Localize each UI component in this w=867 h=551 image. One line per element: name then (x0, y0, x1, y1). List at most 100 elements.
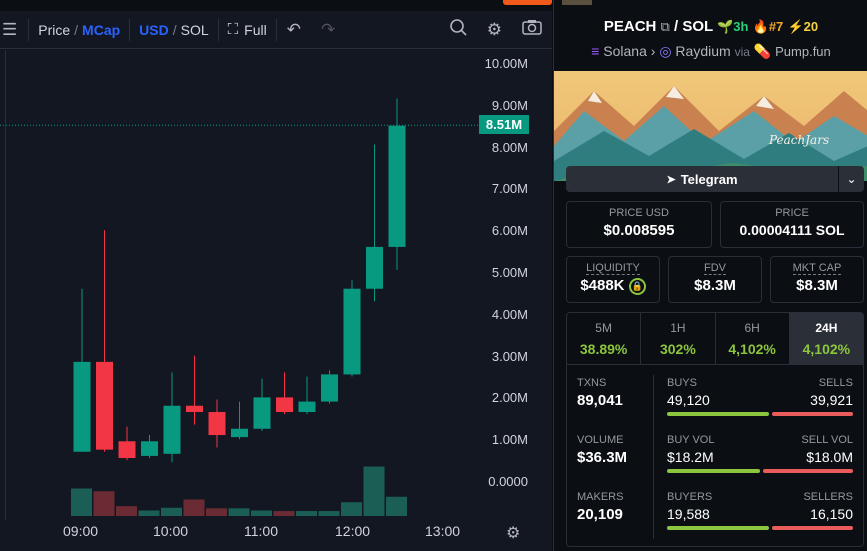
currency-toggle[interactable]: USD / SOL (130, 11, 217, 48)
candle-body (141, 441, 158, 456)
settings-icon[interactable]: ⚙ (486, 19, 502, 39)
chevron-down-icon[interactable]: ⌄ (846, 172, 857, 186)
x-tick-label: 10:00 (153, 523, 189, 539)
volume-bar (116, 506, 137, 516)
chain-breadcrumb: ≡ Solana › ◎ Raydium via 💊 Pump.fun (554, 43, 867, 60)
avatar-thumb (562, 0, 592, 5)
top-strip (0, 0, 552, 11)
y-tick-label: 3.00M (491, 348, 528, 364)
x-tick-label: 13:00 (425, 523, 461, 539)
candle-body (118, 441, 136, 459)
redo-icon[interactable]: ↷ (320, 19, 336, 39)
stats-divider (653, 375, 654, 539)
pair-age: 3h (733, 19, 749, 34)
liquidity-card: LIQUIDITY $488K 🔒 (566, 256, 660, 303)
sellers-value: 16,150 (810, 506, 853, 522)
price-sol-label: PRICE (775, 207, 809, 219)
y-tick-label: 1.00M (491, 432, 528, 448)
price-sol-card: PRICE 0.00004111 SOL (720, 201, 864, 248)
solana-icon: ≡ (591, 43, 600, 59)
volume-bar (296, 511, 317, 516)
buy-sell-volume-stat: BUY VOL SELL VOL $18.2M $18.0M (667, 434, 853, 473)
price-usd-label: PRICE USD (609, 207, 669, 219)
candle-body (366, 246, 383, 289)
candle-body (163, 405, 181, 454)
volume-bar (161, 507, 182, 516)
volume-bar (341, 502, 362, 516)
toolbar-separator (217, 18, 219, 41)
buyers-sellers-stat: BUYERS SELLERS 19,588 16,150 (667, 491, 853, 530)
candlestick-chart[interactable] (0, 50, 552, 551)
tab-5m[interactable]: 5M 38.89% (567, 313, 642, 364)
volume-bar (93, 491, 115, 516)
lock-icon[interactable]: 🔒 (628, 277, 646, 295)
sellers-bar (772, 526, 853, 530)
toolbar-separator (129, 18, 131, 41)
usd-option[interactable]: USD (139, 21, 169, 38)
boost-icon: ⚡ (787, 19, 804, 34)
mcap-option[interactable]: MCap (82, 21, 121, 38)
chart-toolbar: ☰ Price / MCap USD / SOL ⛶ Full ↶ ↷ (0, 11, 552, 49)
buys-bar (667, 412, 770, 416)
stats-panel: 5M 38.89% 1H 302% 6H 4,102% 24H 4,102% T… (566, 312, 864, 547)
quote-symbol: SOL (682, 18, 713, 35)
chain-name[interactable]: Solana (603, 43, 647, 59)
buyers-bar (667, 526, 770, 530)
candle-body (96, 361, 113, 450)
volume-bar (386, 496, 407, 516)
sell-vol-bar (763, 469, 853, 473)
sells-bar (772, 412, 853, 416)
age-icon: 🌱 (717, 19, 734, 34)
sells-value: 39,921 (810, 392, 853, 408)
liquidity-row: $488K 🔒 (567, 277, 659, 295)
volume-bar (251, 510, 272, 516)
y-tick-label: 8.00M (491, 139, 528, 155)
telegram-label: Telegram (680, 171, 738, 187)
volume-bar (138, 510, 160, 516)
price-mcap-toggle[interactable]: Price / MCap (29, 11, 129, 48)
toolbar-separator (28, 18, 30, 41)
buys-label: BUYS (667, 377, 697, 389)
token-banner: PeachJars (554, 71, 867, 181)
tab-1h[interactable]: 1H 302% (641, 313, 716, 364)
tab-label: 5M (595, 321, 612, 335)
telegram-button[interactable]: ➤ Telegram (566, 166, 839, 192)
makers-label: MAKERS (577, 491, 624, 503)
dex-name[interactable]: Raydium (675, 43, 731, 59)
liquidity-label: LIQUIDITY (586, 262, 640, 275)
candle-body (253, 397, 271, 429)
fullscreen-button[interactable]: ⛶ Full (219, 11, 276, 48)
camera-icon[interactable] (512, 19, 552, 40)
base-symbol: PEACH (603, 18, 657, 35)
menu-icon[interactable]: ☰ (2, 19, 18, 39)
timeframe-tabs: 5M 38.89% 1H 302% 6H 4,102% 24H 4,102% (567, 313, 863, 365)
trending-rank[interactable]: #7 (768, 19, 784, 34)
undo-icon[interactable]: ↶ (286, 19, 301, 39)
buy-vol-bar (667, 469, 760, 473)
tab-6h[interactable]: 6H 4,102% (716, 313, 790, 364)
volume-bar (273, 511, 295, 516)
volume-bar (318, 511, 340, 516)
orange-action-button[interactable] (503, 0, 552, 5)
axis-settings-icon[interactable]: ⚙ (506, 525, 521, 542)
copy-icon[interactable]: ⧉ (660, 19, 670, 34)
buys-value: 49,120 (667, 392, 710, 408)
fdv-card: FDV $8.3M (668, 256, 762, 303)
mcap-label: MKT CAP (792, 262, 842, 275)
y-tick-label: 2.00M (491, 390, 528, 406)
search-chart-icon[interactable] (439, 18, 477, 41)
tab-label: 24H (815, 321, 838, 335)
tab-24h[interactable]: 24H 4,102% (789, 313, 863, 364)
sol-option[interactable]: SOL (180, 21, 209, 38)
price-option[interactable]: Price (38, 21, 71, 38)
slash: / (74, 21, 79, 38)
candle-body (298, 401, 316, 413)
candle-body (231, 428, 248, 438)
tab-change: 38.89% (579, 341, 628, 357)
tab-label: 6H (744, 321, 760, 335)
trending-icon: 🔥 (752, 19, 769, 34)
boost-count[interactable]: 20 (803, 19, 819, 34)
launchpad-name[interactable]: Pump.fun (775, 44, 831, 59)
y-tick-label: 5.00M (491, 265, 528, 280)
